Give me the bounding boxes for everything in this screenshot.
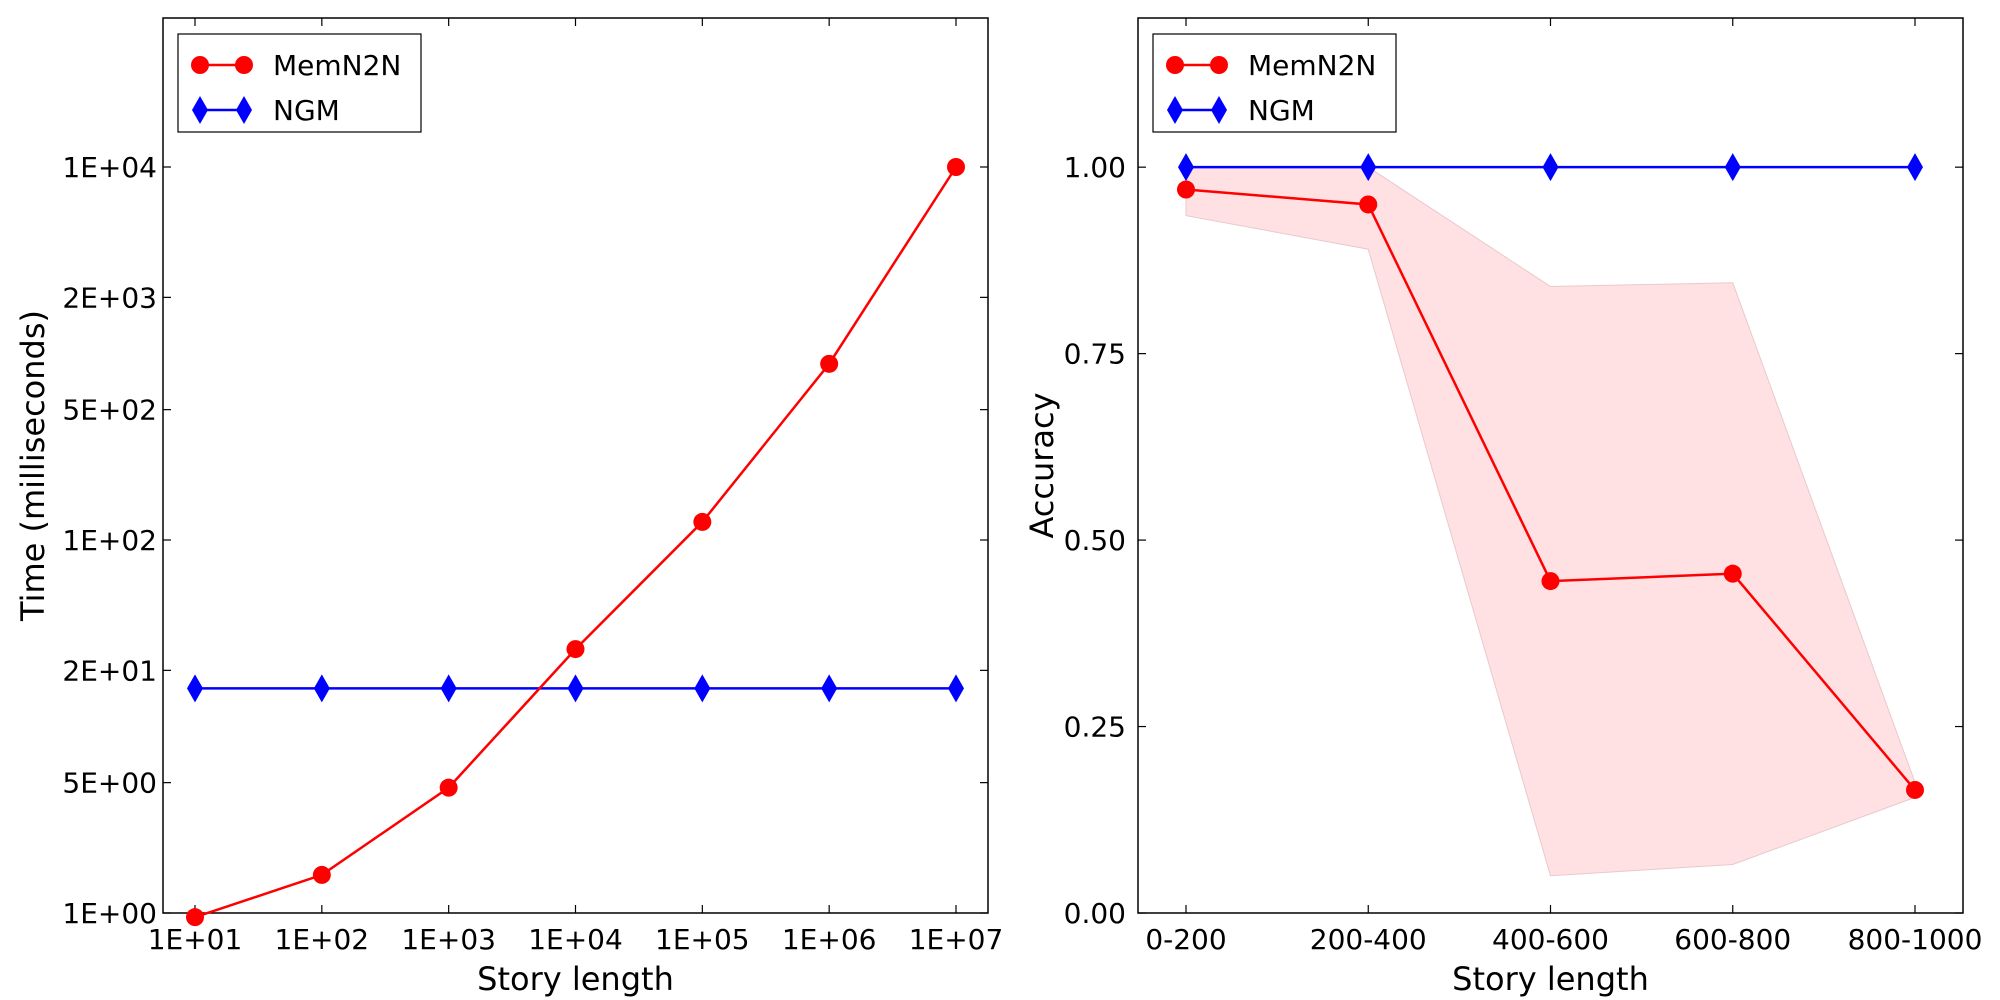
x-tick-label: 1E+04 xyxy=(528,923,623,956)
x-tick-label: 1E+07 xyxy=(909,923,1004,956)
x-tick-label: 0-200 xyxy=(1145,923,1226,956)
y-tick-label: 1E+02 xyxy=(62,524,157,557)
plot-frame xyxy=(162,17,989,914)
confidence-band-memn2n xyxy=(1185,166,1916,877)
y-tick-label: 2E+01 xyxy=(62,654,157,687)
x-tick-label: 1E+01 xyxy=(148,923,243,956)
data-point-ngm xyxy=(440,674,457,703)
legend-label-memn2n: MemN2N xyxy=(273,49,401,82)
data-point-memn2n xyxy=(1541,572,1560,591)
y-tick-label: 1E+04 xyxy=(62,151,157,184)
time-chart: 1E+00 5E+00 2E+01 1E+02 5E+02 2E+03 1E+04 1E+01… xyxy=(14,17,1004,998)
data-point-ngm xyxy=(567,674,584,703)
data-point-ngm xyxy=(1542,153,1559,182)
data-point-memn2n xyxy=(566,640,585,659)
x-tick-label: 1E+03 xyxy=(401,923,496,956)
legend-marker-memn2n xyxy=(191,56,209,74)
data-point-memn2n xyxy=(693,512,712,531)
data-point-memn2n xyxy=(439,778,458,797)
series-line-memn2n xyxy=(194,166,958,919)
legend-marker-ngm xyxy=(236,96,252,124)
data-point-ngm xyxy=(694,674,711,703)
x-tick-label: 200-400 xyxy=(1310,923,1427,956)
x-axis-label: Story length xyxy=(477,960,674,998)
legend-marker-ngm xyxy=(1167,96,1183,124)
data-point-ngm xyxy=(187,674,203,703)
x-tick-label: 1E+05 xyxy=(655,923,750,956)
data-point-ngm xyxy=(1360,153,1377,182)
data-point-memn2n xyxy=(1359,195,1378,214)
data-point-ngm xyxy=(1907,153,1923,182)
y-tick-label: 5E+00 xyxy=(62,767,157,800)
y-tick-label: 1E+00 xyxy=(62,897,157,930)
accuracy-chart: 0.00 0.25 0.50 0.75 1.00 0-200 200-400 400-600 6… xyxy=(1023,17,1983,998)
y-tick-label: 2E+03 xyxy=(62,281,157,314)
data-point-memn2n xyxy=(947,158,965,176)
legend-label-ngm: NGM xyxy=(273,94,340,127)
y-tick-label: 0.25 xyxy=(1064,711,1126,744)
data-point-ngm xyxy=(1724,153,1741,182)
legend-label-memn2n: MemN2N xyxy=(1248,49,1376,82)
legend-box xyxy=(1152,33,1397,133)
legend-label-ngm: NGM xyxy=(1248,94,1315,127)
legend-box xyxy=(177,33,422,133)
data-point-ngm xyxy=(948,674,964,703)
legend-marker-ngm xyxy=(192,96,208,124)
data-point-memn2n xyxy=(312,865,331,884)
x-tick-label: 600-800 xyxy=(1674,923,1791,956)
x-tick-label: 1E+02 xyxy=(275,923,370,956)
x-tick-label: 1E+06 xyxy=(782,923,877,956)
x-tick-label: 800-1000 xyxy=(1848,923,1983,956)
y-tick-label: 0.75 xyxy=(1064,338,1126,371)
data-point-ngm xyxy=(1178,153,1194,182)
y-axis-label: Time (milliseconds) xyxy=(14,310,52,622)
legend-marker-memn2n xyxy=(1166,56,1184,74)
data-point-memn2n xyxy=(1906,780,1924,799)
data-point-memn2n xyxy=(820,354,839,373)
y-axis-label: Accuracy xyxy=(1023,392,1061,538)
legend-marker-memn2n xyxy=(1210,56,1228,74)
legend-marker-memn2n xyxy=(235,56,253,74)
data-point-memn2n xyxy=(1723,564,1742,583)
x-tick-label: 400-600 xyxy=(1492,923,1609,956)
data-point-ngm xyxy=(821,674,838,703)
data-point-ngm xyxy=(313,674,330,703)
data-point-memn2n xyxy=(1177,180,1195,199)
y-tick-label: 0.00 xyxy=(1064,897,1126,930)
legend-marker-ngm xyxy=(1211,96,1227,124)
y-tick-label: 5E+02 xyxy=(62,394,157,427)
data-point-memn2n xyxy=(186,908,204,927)
y-tick-label: 1.00 xyxy=(1064,151,1126,184)
y-tick-label: 0.50 xyxy=(1064,524,1126,557)
x-axis-label: Story length xyxy=(1452,960,1649,998)
